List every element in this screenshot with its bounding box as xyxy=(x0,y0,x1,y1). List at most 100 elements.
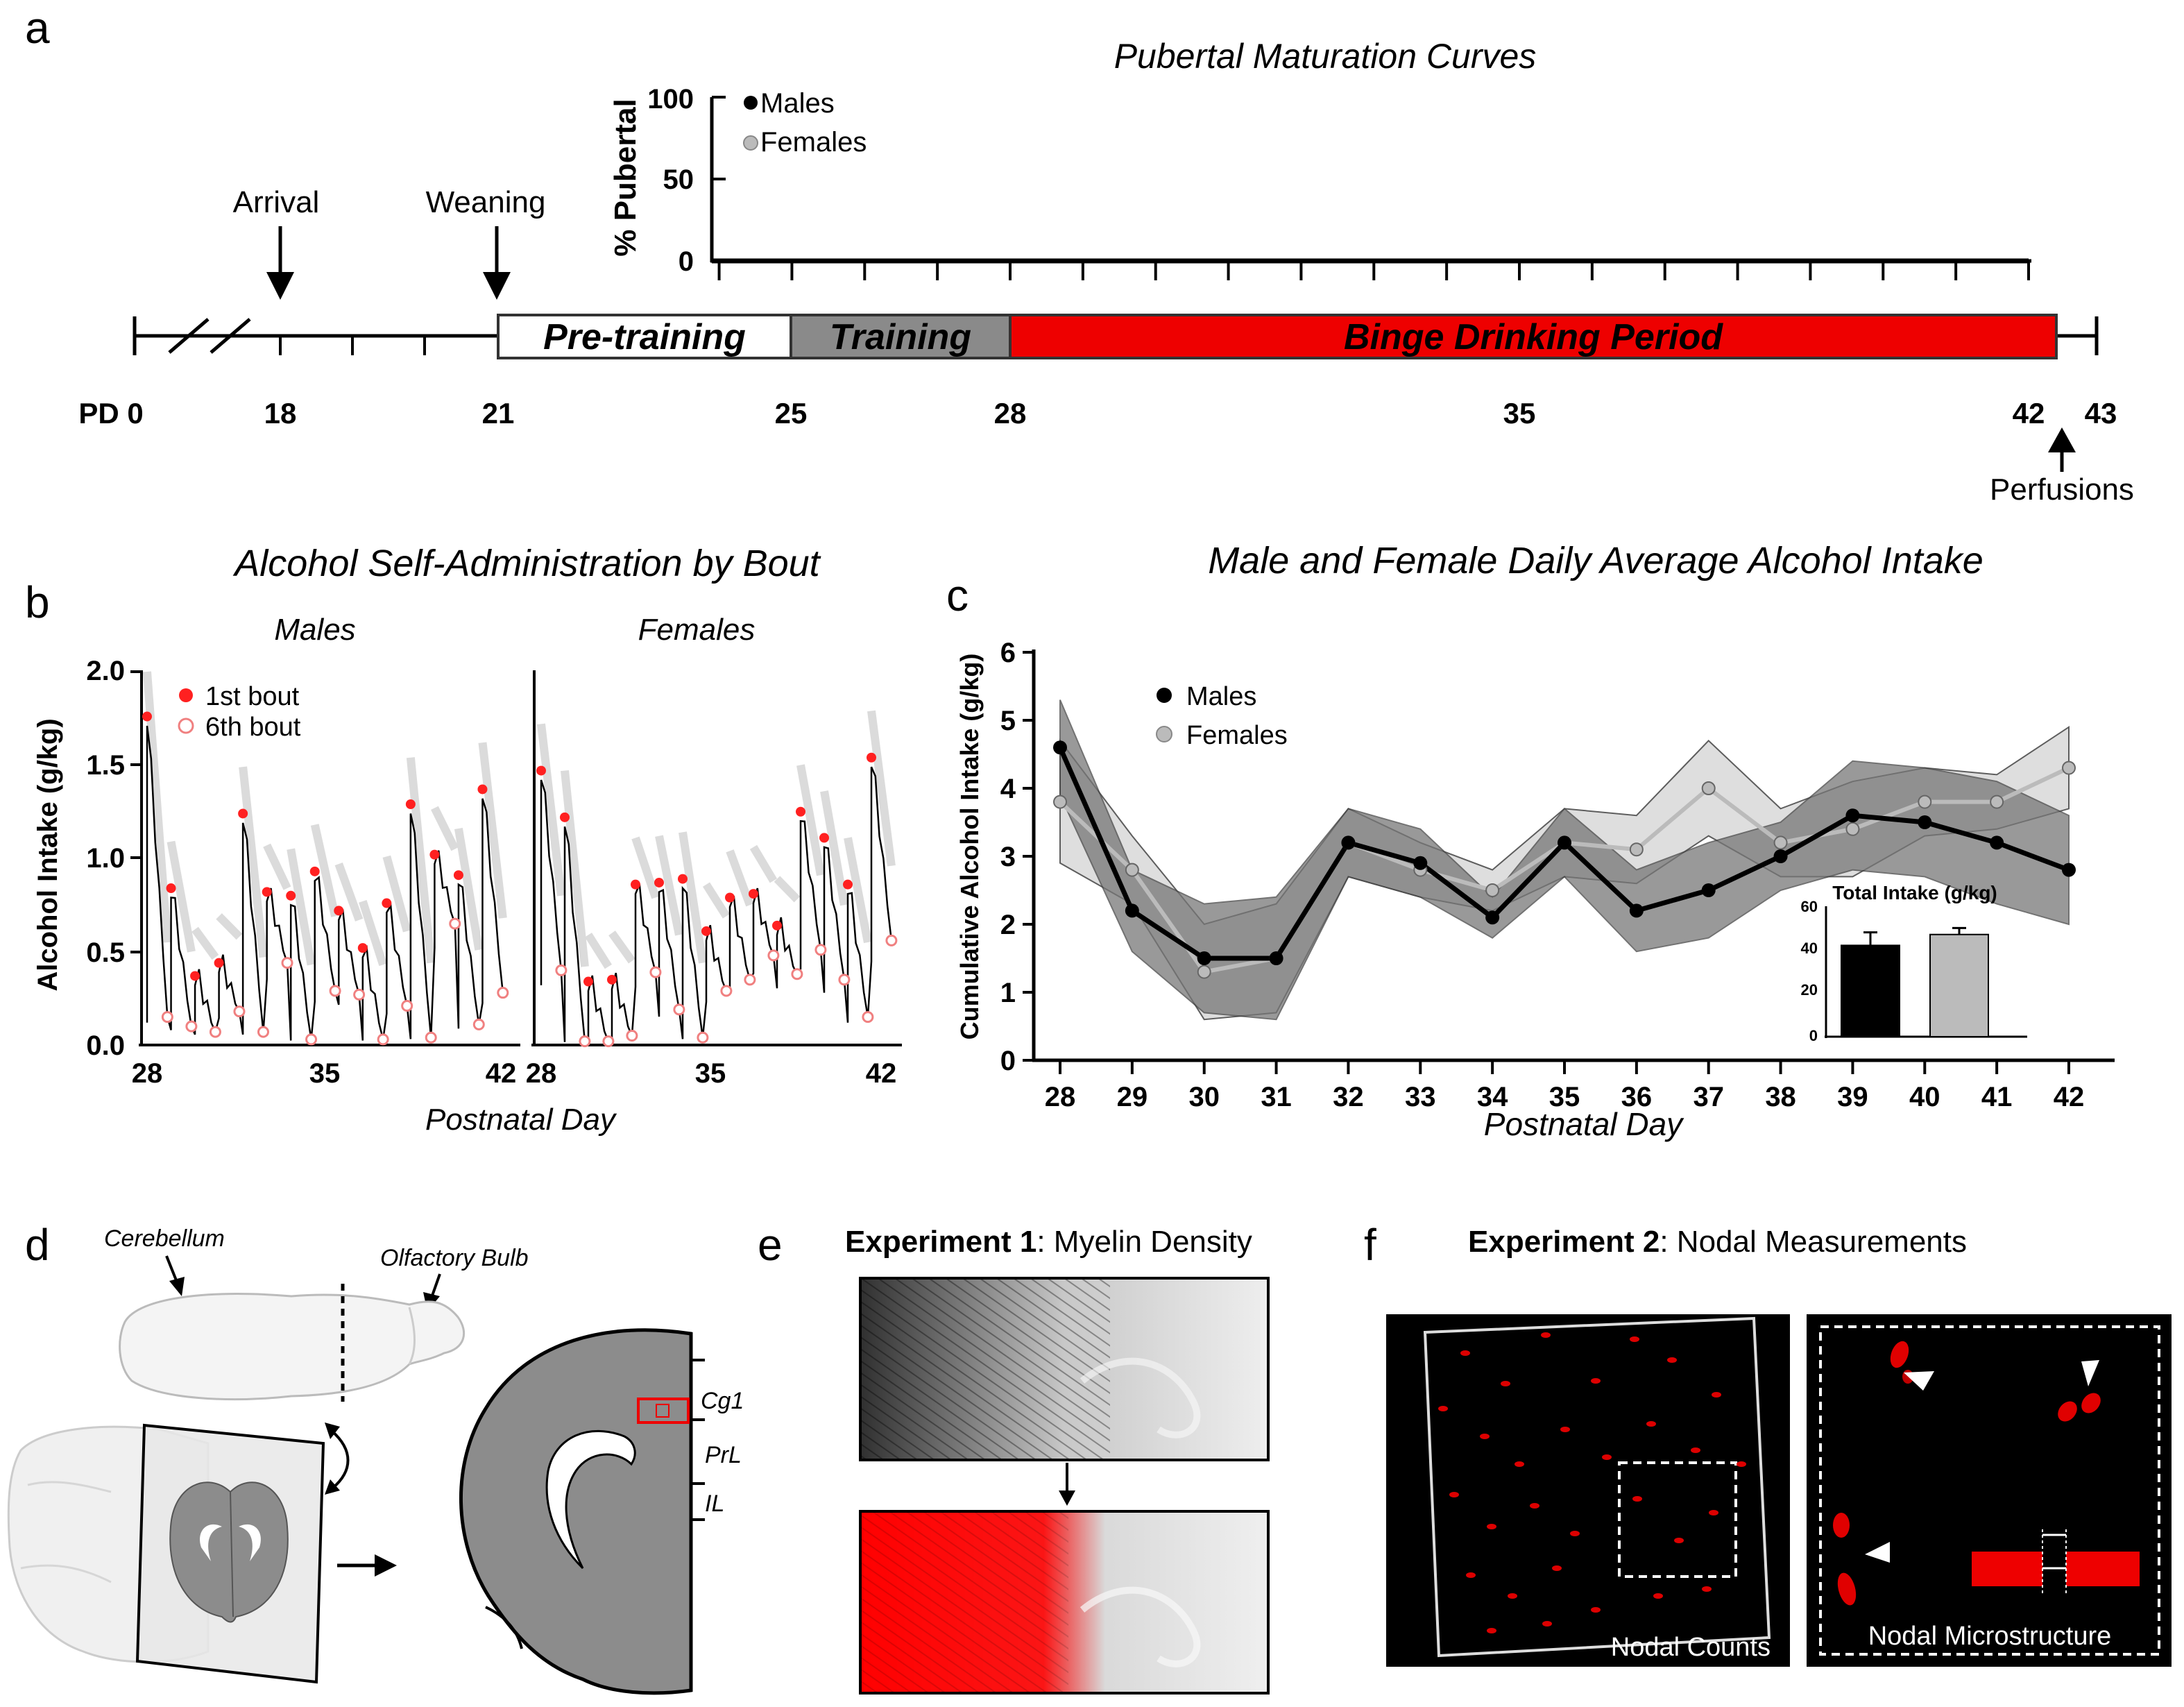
timeline: Pre-training Training Binge Drinking Per… xyxy=(133,314,2099,359)
daily-xtick-label: 40 xyxy=(1909,1082,1940,1112)
panel-e: e Experiment 1: Myelin Density xyxy=(758,1220,1270,1695)
node-dot xyxy=(1674,1538,1684,1543)
bout-point-1st-males xyxy=(453,870,463,881)
node-dot xyxy=(1702,1586,1712,1592)
point-females xyxy=(1485,883,1500,897)
daily-xtick-label: 33 xyxy=(1405,1082,1436,1112)
bout-xtick-35-f: 35 xyxy=(695,1058,726,1089)
puberty-ytick-50: 50 xyxy=(663,164,694,195)
bout-point-1st-females xyxy=(631,879,640,890)
node-dot xyxy=(1460,1350,1470,1356)
myelin-image-thresholded xyxy=(859,1510,1270,1695)
bout-point-6th-females xyxy=(649,966,662,978)
daily-xtick-label: 35 xyxy=(1549,1082,1580,1112)
label-cerebellum: Cerebellum xyxy=(104,1225,225,1252)
bout-point-6th-males xyxy=(185,1020,198,1033)
bout-point-1st-females xyxy=(678,874,688,884)
region-cg1: Cg1 xyxy=(701,1388,744,1414)
daily-xtick-label: 42 xyxy=(2054,1082,2085,1112)
hemisection: Cg1 PrL IL xyxy=(459,1328,744,1695)
bout-point-6th-males xyxy=(497,987,509,999)
inset-bar-males xyxy=(1841,944,1900,1038)
inset-title: Total Intake (g/kg) xyxy=(1832,882,1997,903)
bout-point-6th-females xyxy=(602,1035,615,1048)
panel-letter-f: f xyxy=(1364,1220,1376,1270)
bout-point-6th-females xyxy=(555,964,568,976)
panel-letter-c: c xyxy=(946,570,969,620)
point-males xyxy=(1269,951,1283,965)
exp1-title: Experiment 1: Myelin Density xyxy=(845,1225,1252,1259)
bout-xlabel: Postnatal Day xyxy=(425,1103,617,1137)
exp2-title: Experiment 2: Nodal Measurements xyxy=(1468,1225,1967,1259)
bout-ytick-0.0: 0.0 xyxy=(86,1030,125,1061)
daily-legend: Males Females xyxy=(1156,682,1288,750)
daily-tick-marks xyxy=(1023,651,2070,1074)
daily-xtick-label: 39 xyxy=(1837,1082,1868,1112)
point-males xyxy=(1629,903,1644,918)
inset-ytick-40: 40 xyxy=(1801,940,1818,957)
bout-point-1st-females xyxy=(607,974,617,985)
point-females xyxy=(1701,781,1716,795)
bout-point-6th-males xyxy=(401,1000,413,1012)
exp2-title-rest: : Nodal Measurements xyxy=(1660,1225,1967,1259)
daily-xtick-label: 34 xyxy=(1477,1082,1508,1112)
label-olfactory-bulb: Olfactory Bulb xyxy=(380,1245,529,1271)
bout-xtick-28-f: 28 xyxy=(526,1058,557,1089)
bout-subtitle-males: Males xyxy=(274,613,355,647)
point-males xyxy=(1341,835,1356,850)
panel-letter-e: e xyxy=(758,1220,783,1270)
bout-point-6th-males xyxy=(257,1026,269,1038)
panel-letter-d: d xyxy=(25,1220,50,1270)
pd-label-25: 25 xyxy=(775,397,808,430)
daily-y-ticks: 6 5 4 3 2 1 0 xyxy=(1000,638,1016,1076)
bout-traces xyxy=(143,671,896,1044)
point-males xyxy=(1197,951,1211,965)
bout-point-6th-males xyxy=(377,1033,389,1046)
rotate-arrow xyxy=(325,1422,350,1495)
segment-label-pretraining: Pre-training xyxy=(543,317,746,357)
inset-bars xyxy=(1841,926,1989,1038)
pd-label-35: 35 xyxy=(1503,397,1536,430)
bout-point-1st-females xyxy=(772,920,782,931)
node-dot xyxy=(1602,1454,1612,1460)
perfusions-label: Perfusions xyxy=(1990,473,2134,507)
daily-title: Male and Female Daily Average Alcohol In… xyxy=(1208,540,1983,581)
node-dot xyxy=(1646,1421,1656,1427)
weaning-label: Weaning xyxy=(426,185,546,219)
bout-point-1st-males xyxy=(477,784,488,795)
daily-xtick-label: 31 xyxy=(1261,1082,1292,1112)
node-dot xyxy=(1480,1434,1490,1439)
band-males xyxy=(1059,699,2070,1021)
node-dot xyxy=(1542,1621,1552,1627)
bout-point-1st-males xyxy=(286,890,296,901)
inset-ytick-0: 0 xyxy=(1809,1027,1818,1044)
daily-x-ticks: 28 29 30 31 32 33 34 35 36 37 38 39 40 41 42 xyxy=(1045,1082,2085,1112)
bout-point-6th-females xyxy=(814,944,827,956)
node-dot xyxy=(1449,1492,1459,1497)
point-females xyxy=(1629,842,1644,857)
point-males xyxy=(2062,863,2076,877)
point-males xyxy=(1485,910,1500,925)
bout-y-ticks: 2.0 1.5 1.0 0.5 0.0 xyxy=(86,656,125,1061)
daily-ytick-2: 2 xyxy=(1000,910,1016,940)
perfusions-arrow: Perfusions xyxy=(1990,427,2134,507)
bout-point-6th-females xyxy=(885,934,898,946)
bout-axes xyxy=(130,670,902,1046)
node-dot xyxy=(1653,1593,1663,1599)
bout-point-1st-females xyxy=(749,889,758,899)
daily-xlabel: Postnatal Day xyxy=(1484,1106,1684,1142)
panel-a: a Pubertal Maturation Curves 100 50 0 % … xyxy=(25,3,2134,507)
bout-x-ticks: 28 35 42 28 35 42 xyxy=(132,1058,897,1089)
bout-point-6th-males xyxy=(305,1033,318,1046)
label-nodal-micro: Nodal Microstructure xyxy=(1868,1622,2112,1651)
node-dot xyxy=(1487,1628,1496,1633)
cerebellum-arrow xyxy=(165,1255,185,1296)
point-females xyxy=(1845,822,1860,836)
point-males xyxy=(1125,903,1139,918)
node-dot xyxy=(1487,1524,1496,1529)
node-dot xyxy=(1667,1357,1677,1363)
daily-ytick-1: 1 xyxy=(1000,978,1016,1008)
node-dot xyxy=(1541,1332,1551,1338)
pd-label-18: 18 xyxy=(264,397,297,430)
daily-xtick-label: 32 xyxy=(1333,1082,1364,1112)
